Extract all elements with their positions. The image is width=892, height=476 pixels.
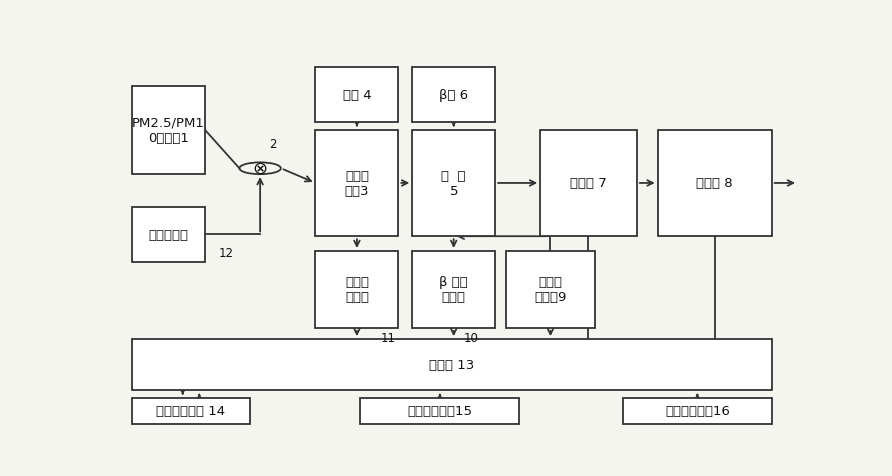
Bar — [541, 130, 637, 237]
Bar — [316, 251, 399, 328]
Text: ⊗: ⊗ — [252, 160, 268, 178]
Text: 流量计 7: 流量计 7 — [570, 177, 607, 190]
Bar — [624, 398, 772, 424]
Text: 12: 12 — [219, 247, 234, 260]
Text: 10: 10 — [464, 331, 479, 344]
Bar — [132, 87, 205, 174]
Bar — [412, 251, 495, 328]
Text: β源 6: β源 6 — [439, 89, 468, 102]
Text: 光源 4: 光源 4 — [343, 89, 371, 102]
Text: β 射线
检测器: β 射线 检测器 — [440, 276, 468, 304]
Bar — [412, 68, 495, 123]
Bar — [657, 130, 772, 237]
Text: 高效过滤器: 高效过滤器 — [149, 228, 188, 241]
Text: 大气压传感器16: 大气压传感器16 — [665, 404, 730, 417]
Text: 2: 2 — [269, 138, 277, 150]
Text: PM2.5/PM1
0切割器1: PM2.5/PM1 0切割器1 — [132, 117, 205, 144]
Text: 输入输出模块 14: 输入输出模块 14 — [156, 404, 226, 417]
Text: 处理器 13: 处理器 13 — [429, 358, 475, 371]
Text: 滤膜转
换电机9: 滤膜转 换电机9 — [534, 276, 566, 304]
Text: 光学检
测腔3: 光学检 测腔3 — [344, 169, 369, 198]
Bar — [316, 68, 399, 123]
Bar — [360, 398, 519, 424]
Text: 散射光
检测器: 散射光 检测器 — [345, 276, 369, 304]
Text: 11: 11 — [381, 331, 396, 344]
Bar — [506, 251, 596, 328]
Text: 采样泵 8: 采样泵 8 — [697, 177, 733, 190]
Text: 滤  膜
5: 滤 膜 5 — [442, 169, 466, 198]
Bar — [412, 130, 495, 237]
Text: 温湿度传感器15: 温湿度传感器15 — [408, 404, 473, 417]
Bar — [132, 398, 250, 424]
Bar — [316, 130, 399, 237]
Bar — [132, 339, 772, 391]
Bar — [132, 208, 205, 262]
